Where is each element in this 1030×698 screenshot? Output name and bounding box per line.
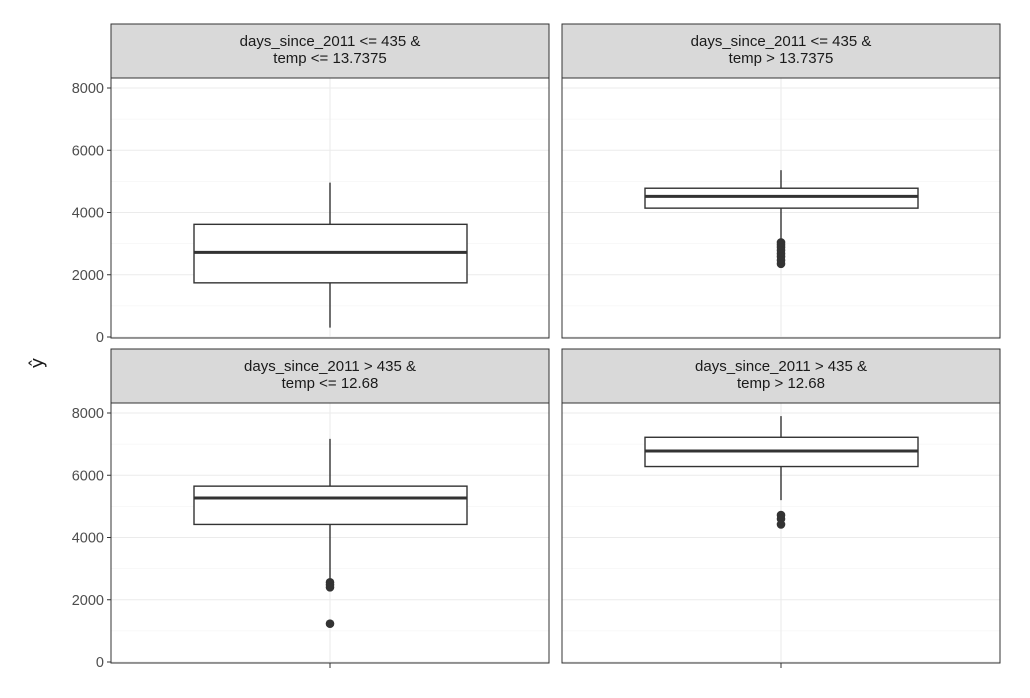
facet-strip bbox=[561, 23, 1001, 79]
outlier-point bbox=[776, 259, 786, 269]
facet-strip-label: temp <= 12.68 bbox=[282, 375, 379, 392]
outlier-point bbox=[776, 520, 786, 529]
facet-strip-label: days_since_2011 <= 435 & bbox=[240, 33, 421, 50]
facet-panel: days_since_2011 <= 435 &temp > 13.7375 bbox=[561, 23, 1001, 339]
facet-strip bbox=[110, 348, 550, 404]
panel-border bbox=[110, 77, 550, 339]
y-axis-title: ŷ bbox=[27, 357, 48, 368]
box bbox=[193, 485, 468, 526]
facet-strip-label: temp <= 13.7375 bbox=[273, 50, 386, 67]
y-tick-label: 0 bbox=[96, 330, 104, 346]
facet-strip-label: temp > 13.7375 bbox=[729, 50, 834, 67]
panel-border bbox=[561, 77, 1001, 339]
facet-strip-label: days_since_2011 > 435 & bbox=[244, 358, 416, 375]
y-tick-label: 6000 bbox=[72, 468, 104, 484]
y-tick-label: 8000 bbox=[72, 81, 104, 97]
y-tick-label: 6000 bbox=[72, 143, 104, 159]
facet-strip-label: temp > 12.68 bbox=[737, 375, 825, 392]
y-tick-label: 2000 bbox=[72, 268, 104, 284]
facet-strip-label: days_since_2011 > 435 & bbox=[695, 358, 867, 375]
facet-panel: days_since_2011 > 435 &temp <= 12.68 0 200… bbox=[72, 348, 550, 671]
facet-strip bbox=[110, 23, 550, 79]
y-tick-label: 2000 bbox=[72, 593, 104, 609]
y-tick-label: 4000 bbox=[72, 206, 104, 222]
facet-panel: days_since_2011 > 435 &temp > 12.68 bbox=[561, 348, 1001, 668]
facet-strip-label: days_since_2011 <= 435 & bbox=[691, 33, 872, 50]
box bbox=[644, 187, 919, 209]
y-tick-label: 8000 bbox=[72, 406, 104, 422]
y-tick-label: 0 bbox=[96, 655, 104, 671]
outlier-point bbox=[325, 583, 335, 592]
facet-strip bbox=[561, 348, 1001, 404]
outlier-point bbox=[325, 619, 335, 629]
y-tick-label: 4000 bbox=[72, 531, 104, 547]
facet-panel: days_since_2011 <= 435 &temp <= 13.7375 0… bbox=[72, 23, 550, 346]
